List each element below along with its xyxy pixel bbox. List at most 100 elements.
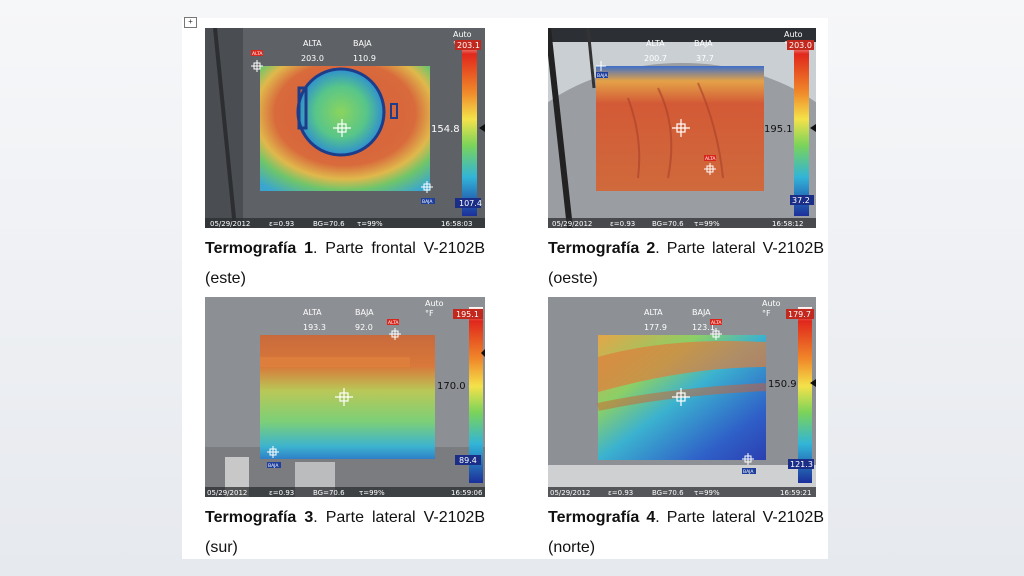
alta-marker-icon bbox=[389, 328, 401, 340]
color-scale-bar bbox=[794, 40, 809, 216]
scale-mid-label: 195.1 bbox=[764, 124, 793, 135]
caption-text: Parte lateral V-2102B (sur) bbox=[205, 509, 485, 556]
baja-marker-label: BAJA bbox=[268, 463, 279, 469]
scale-max-label: 179.7 bbox=[788, 310, 811, 319]
baja-marker-icon bbox=[267, 446, 279, 458]
time-label: 16:59:06 bbox=[451, 489, 483, 497]
thermogram-3: ALTA BAJA 193.3 92.0 Auto °F 05/29/2012 … bbox=[205, 297, 485, 497]
bg-label: BG=70.6 bbox=[652, 220, 684, 228]
caption-prefix: Termografía bbox=[205, 240, 297, 257]
bg-label: BG=70.6 bbox=[313, 489, 345, 497]
alta-value: 177.9 bbox=[644, 323, 667, 332]
baja-label: BAJA bbox=[694, 39, 713, 48]
scale-mid-label: 150.9 bbox=[768, 379, 797, 390]
color-scale-bar bbox=[469, 307, 483, 483]
alta-value: 193.3 bbox=[303, 323, 326, 332]
baja-marker-icon bbox=[421, 181, 433, 193]
scale-mid-label: 170.0 bbox=[437, 381, 466, 392]
alta-marker-icon bbox=[251, 60, 263, 72]
baja-label: BAJA bbox=[355, 308, 374, 317]
scale-min-label: 89.4 bbox=[459, 456, 477, 465]
alta-label: ALTA bbox=[646, 39, 665, 48]
emissivity-label: ε=0.93 bbox=[610, 220, 635, 228]
alta-marker-icon bbox=[710, 328, 722, 340]
baja-marker-label: BAJA bbox=[597, 73, 608, 79]
thermogram-4: ALTA BAJA 177.9 123.1 Auto °F 05/29/2012… bbox=[548, 297, 816, 497]
baja-marker-label: BAJA bbox=[743, 469, 754, 475]
baja-value: 123.1 bbox=[692, 323, 715, 332]
status-bar bbox=[205, 218, 485, 228]
unit-label: °F bbox=[762, 309, 771, 318]
bg-label: BG=70.6 bbox=[652, 489, 684, 497]
move-handle-icon[interactable]: + bbox=[184, 17, 197, 28]
tau-label: τ=99% bbox=[357, 220, 383, 228]
mode-label: Auto bbox=[762, 299, 781, 308]
alta-marker-icon bbox=[704, 163, 716, 175]
caption-prefix: Termografía bbox=[548, 509, 640, 526]
crosshair-icon bbox=[335, 388, 353, 406]
emissivity-label: ε=0.93 bbox=[269, 489, 294, 497]
bg-label: BG=70.6 bbox=[313, 220, 345, 228]
time-label: 16:59:21 bbox=[780, 489, 811, 497]
baja-marker-label: BAJA bbox=[422, 199, 433, 205]
baja-value: 110.9 bbox=[353, 54, 376, 63]
scale-min-label: 121.3 bbox=[790, 460, 813, 469]
crosshair-icon bbox=[672, 388, 690, 406]
alta-value: 203.0 bbox=[301, 54, 324, 63]
scale-min-label: 107.4 bbox=[459, 199, 482, 208]
scale-max-label: 203.0 bbox=[789, 41, 812, 50]
caption-text: Parte frontal V-2102B (este) bbox=[205, 240, 486, 287]
caption-prefix: Termografía bbox=[205, 509, 297, 526]
scale-max-label: 203.1 bbox=[457, 41, 480, 50]
alta-value: 200.7 bbox=[644, 54, 667, 63]
caption-text: Parte lateral V-2102B (norte) bbox=[548, 509, 824, 556]
caption-number: 2 bbox=[646, 240, 656, 257]
status-bar bbox=[548, 218, 816, 228]
time-label: 16:58:03 bbox=[441, 220, 472, 228]
scale-mid-label: 154.8 bbox=[431, 124, 460, 135]
baja-label: BAJA bbox=[353, 39, 372, 48]
baja-marker-icon bbox=[742, 453, 754, 465]
crosshair-icon bbox=[672, 119, 690, 137]
alta-label: ALTA bbox=[644, 308, 663, 317]
baja-value: 37.7 bbox=[696, 54, 714, 63]
baja-label: BAJA bbox=[692, 308, 711, 317]
caption-4: Termografía 4. Parte lateral V-2102B (no… bbox=[548, 509, 824, 556]
alta-marker-label: ALTA bbox=[711, 320, 722, 326]
caption-2: Termografía 2. Parte lateral V-2102B (oe… bbox=[548, 240, 824, 287]
thermogram-2: ALTA BAJA 200.7 37.7 Auto °F 05/29/2012 … bbox=[548, 28, 816, 228]
tau-label: τ=99% bbox=[694, 220, 720, 228]
thermogram-1: ALTA BAJA 203.0 110.9 Auto °F 05/29/2012… bbox=[205, 28, 485, 228]
tau-label: τ=99% bbox=[694, 489, 720, 497]
caption-text: Parte lateral V-2102B (oeste) bbox=[548, 240, 824, 287]
emissivity-label: ε=0.93 bbox=[608, 489, 633, 497]
caption-3: Termografía 3. Parte lateral V-2102B (su… bbox=[205, 509, 485, 556]
date-label: 05/29/2012 bbox=[550, 489, 590, 497]
status-bar bbox=[548, 487, 816, 497]
mode-label: Auto bbox=[425, 299, 444, 308]
alta-label: ALTA bbox=[303, 39, 322, 48]
date-label: 05/29/2012 bbox=[210, 220, 250, 228]
unit-label: °F bbox=[425, 309, 434, 318]
baja-marker-icon bbox=[596, 61, 606, 71]
manway-flange bbox=[296, 67, 386, 157]
date-label: 05/29/2012 bbox=[207, 489, 247, 497]
caption-prefix: Termografía bbox=[548, 240, 640, 257]
mode-label: Auto bbox=[784, 30, 803, 39]
scale-min-label: 37.2 bbox=[792, 196, 810, 205]
color-scale-bar bbox=[798, 307, 812, 483]
emissivity-label: ε=0.93 bbox=[269, 220, 294, 228]
color-scale-bar bbox=[462, 40, 477, 216]
caption-number: 1 bbox=[304, 240, 314, 257]
caption-1: Termografía 1. Parte frontal V-2102B (es… bbox=[205, 240, 486, 287]
mode-label: Auto bbox=[453, 30, 472, 39]
alta-marker-label: ALTA bbox=[705, 156, 716, 162]
caption-number: 3 bbox=[304, 509, 314, 526]
scale-max-label: 195.1 bbox=[456, 310, 479, 319]
date-label: 05/29/2012 bbox=[552, 220, 592, 228]
time-label: 16:58:12 bbox=[772, 220, 803, 228]
alta-label: ALTA bbox=[303, 308, 322, 317]
alta-marker-label: ALTA bbox=[388, 320, 399, 326]
alta-marker-label: ALTA bbox=[252, 51, 263, 57]
crosshair-icon bbox=[333, 119, 351, 137]
